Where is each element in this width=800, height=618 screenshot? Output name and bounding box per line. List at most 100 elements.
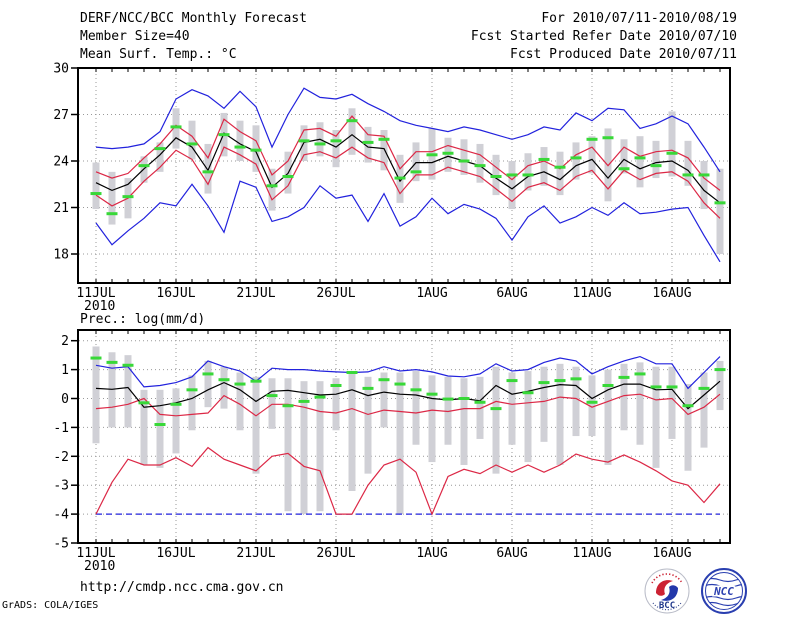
spread-bar (252, 125, 260, 172)
observation-dash (122, 195, 134, 199)
observation-dash (602, 383, 614, 387)
prec-chart-panel: 2 1 0 -1 -2 -3 -4 -5 11JUL 16JUL 21JUL 26JUL 1AUG 6AU… (53, 329, 731, 574)
ncc-logo-text: NCC (713, 585, 734, 598)
spread-bar (620, 363, 628, 431)
spread-bar (172, 388, 180, 454)
x-tick-label: 6AUG (496, 286, 527, 301)
blue_upper-line (95, 355, 721, 390)
bcc-logo-swirl-red (656, 580, 673, 596)
observation-dash (634, 156, 646, 160)
spread-bar (92, 162, 100, 210)
observation-dash (378, 137, 390, 141)
y-tick-label: 21 (53, 201, 69, 216)
spread-bar (652, 366, 660, 468)
observation-dash (410, 388, 422, 392)
x-tick-label: 6AUG (496, 546, 527, 561)
red_upper-line (95, 115, 721, 191)
observation-dash (506, 173, 518, 177)
observation-dash (682, 404, 694, 408)
spread-bar (604, 369, 612, 465)
spread-bar (556, 363, 564, 465)
observation-dash (186, 388, 198, 392)
observation-dash (650, 164, 662, 168)
spread-bar (636, 136, 644, 188)
agency-logos: BCC NCC (644, 568, 747, 614)
observation-dash (266, 394, 278, 398)
observation-dash (298, 399, 310, 403)
observation-dash (106, 212, 118, 216)
spread-bar (364, 376, 372, 474)
spread-bar (396, 372, 404, 515)
spread-bar (188, 375, 196, 431)
observation-dash (90, 356, 102, 360)
observation-dash (250, 148, 262, 152)
observation-dash (218, 378, 230, 382)
observation-dash (554, 379, 566, 383)
observation-dash (186, 142, 198, 146)
observation-dash (330, 383, 342, 387)
observation-dash (490, 407, 502, 411)
red_upper-line (95, 393, 721, 417)
forecast-range-label: For 2010/07/11-2010/08/19 (541, 11, 737, 26)
spread-bar (588, 136, 596, 174)
spread-bar (204, 143, 212, 194)
spread-bar (332, 378, 340, 431)
y-tick-label: -1 (53, 421, 69, 436)
temp-chart-panel: 30 27 24 21 18 11JUL 16JUL 21JUL 26JUL 1AUG 6AUG 11… (53, 62, 731, 314)
x-tick-label: 21JUL (236, 546, 275, 561)
spread-bar (156, 142, 164, 172)
observation-dash (282, 175, 294, 178)
y-tick-label: 24 (53, 155, 69, 170)
observation-dash (282, 404, 294, 408)
observation-dash (250, 379, 262, 383)
observation-dash (202, 372, 214, 376)
spread-bar (476, 143, 484, 183)
bcc-logo-swirl-blue (661, 585, 678, 601)
spread-bar (716, 168, 724, 254)
y-tick-label: 0 (61, 392, 69, 407)
observation-dash (714, 368, 726, 372)
observation-dash (90, 192, 102, 196)
observation-dash (426, 392, 438, 396)
y-tick-label: 18 (53, 248, 69, 263)
observation-dash (490, 175, 502, 178)
spread-bar (380, 130, 388, 171)
spread-bar (108, 171, 116, 225)
spread-bar (668, 366, 676, 439)
spread-bar (700, 372, 708, 448)
bcc-logo-arc-text-bottom (652, 602, 682, 611)
observation-dash (522, 391, 534, 395)
y-tick-label: 30 (53, 62, 69, 77)
observation-dash (586, 137, 598, 141)
plot-frame (77, 67, 731, 284)
x-year-label: 2010 (84, 559, 115, 574)
spread-bar (492, 366, 500, 474)
spread-bar (572, 142, 580, 180)
observation-dash (586, 400, 598, 404)
spread-bar (716, 360, 724, 411)
observation-dash (442, 151, 454, 155)
spread-bar (268, 378, 276, 429)
spread-bar (460, 378, 468, 465)
ensemble_mean-line (95, 132, 721, 204)
y-tick-label: -5 (53, 537, 69, 552)
observation-dash (122, 363, 134, 367)
observation-dash (346, 370, 358, 374)
spread-bar (684, 140, 692, 186)
fcst-produced-label: Fcst Produced Date 2010/07/11 (510, 47, 737, 62)
ncc-logo-waves (705, 577, 743, 607)
observation-dash (442, 397, 454, 401)
spread-bar (172, 108, 180, 149)
spread-bar (220, 366, 228, 409)
x-year-label: 2010 (84, 299, 115, 314)
ncc-logo-inner-ring (705, 572, 743, 610)
observation-dash (218, 133, 230, 137)
ensemble_mean-line (95, 380, 721, 410)
spread-bar (124, 355, 132, 428)
observation-dash (314, 395, 326, 399)
spread-bar (476, 376, 484, 439)
observation-dash (426, 153, 438, 157)
x-tick-label: 11JUL (76, 546, 115, 561)
grads-credit: GrADS: COLA/IGES (2, 600, 99, 611)
